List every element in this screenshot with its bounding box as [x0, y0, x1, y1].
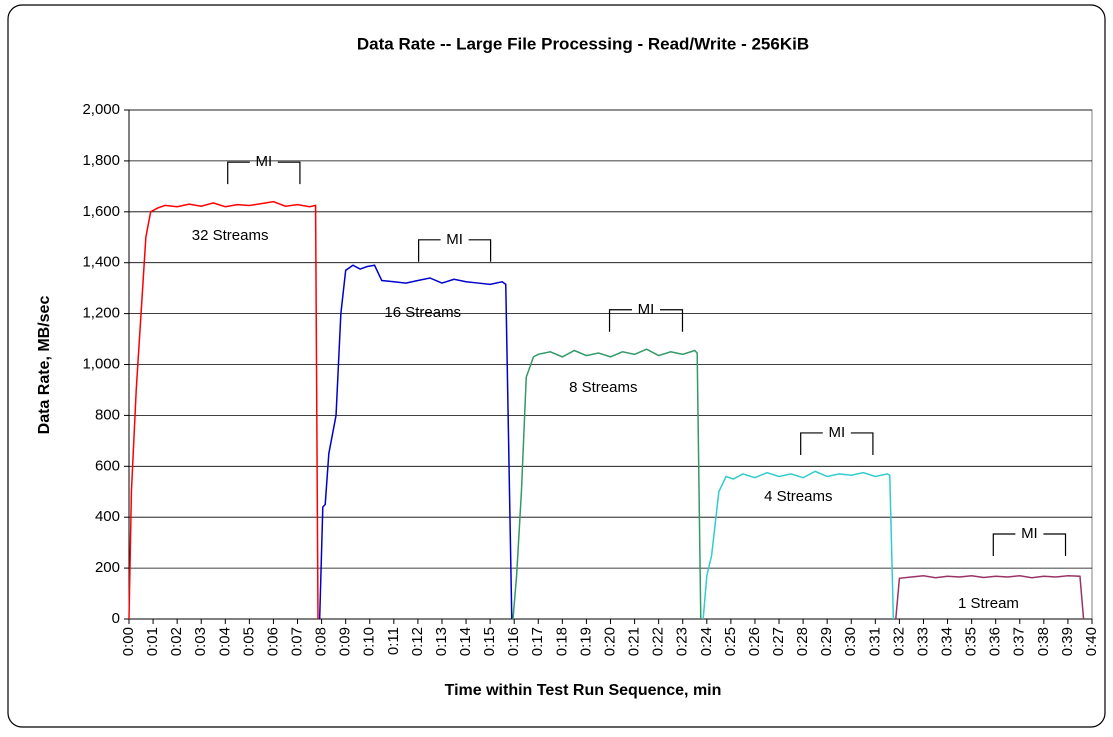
x-tick-label: 0:06	[264, 627, 281, 656]
series-label: 4 Streams	[764, 488, 832, 505]
x-tick-label: 0:12	[409, 627, 426, 656]
x-tick-label: 0:14	[457, 627, 474, 656]
mi-label: MI	[255, 153, 272, 170]
x-tick-label: 0:09	[337, 627, 354, 656]
series-label: 16 Streams	[384, 304, 461, 321]
x-tick-label: 0:29	[818, 627, 835, 656]
x-tick-label: 0:24	[698, 627, 715, 656]
data-line	[702, 470, 895, 620]
x-tick-label: 0:30	[842, 627, 859, 656]
y-tick-label: 400	[95, 508, 120, 525]
x-tick-label: 0:16	[505, 627, 522, 656]
x-tick-label: 0:20	[601, 627, 618, 656]
x-tick-label: 0:04	[216, 627, 233, 656]
mi-bracket	[418, 239, 492, 262]
x-axis-title: Time within Test Run Sequence, min	[445, 682, 722, 699]
x-tick-label: 0:35	[963, 627, 980, 656]
data-line	[895, 574, 1085, 620]
x-tick-label: 0:28	[794, 627, 811, 656]
x-tick-label: 0:13	[433, 627, 450, 656]
x-tick-label: 0:00	[120, 627, 137, 656]
x-tick-label: 0:10	[361, 627, 378, 656]
x-tick-label: 0:08	[313, 627, 330, 656]
x-tick-label: 0:11	[385, 627, 402, 655]
data-line	[128, 200, 319, 620]
x-tick-label: 0:34	[939, 627, 956, 656]
y-tick-label: 800	[95, 406, 120, 423]
x-tick-label: 0:40	[1083, 627, 1100, 656]
mi-bracket	[227, 161, 301, 185]
chart-title: Data Rate -- Large File Processing - Rea…	[357, 34, 809, 53]
data-line	[318, 264, 513, 620]
x-tick-label: 0:37	[1011, 627, 1028, 656]
x-tick-label: 0:19	[577, 627, 594, 656]
x-tick-label: 0:33	[914, 627, 931, 656]
x-tick-label: 0:05	[240, 627, 257, 656]
mi-bracket	[800, 432, 874, 455]
x-tick-label: 0:21	[626, 627, 643, 656]
x-tick-label: 0:17	[529, 627, 546, 656]
x-tick-label: 0:26	[746, 627, 763, 656]
x-tick-label: 0:07	[288, 627, 305, 656]
x-tick-label: 0:27	[770, 627, 787, 656]
x-tick-label: 0:31	[866, 627, 883, 656]
x-tick-label: 0:38	[1035, 627, 1052, 656]
y-tick-label: 0	[112, 610, 120, 627]
y-tick-label: 1,400	[82, 254, 120, 271]
x-tick-label: 0:36	[987, 627, 1004, 656]
mi-label: MI	[446, 231, 463, 248]
series-label: 1 Stream	[958, 595, 1019, 612]
y-tick-label: 1,600	[82, 203, 120, 220]
data-line	[512, 348, 702, 620]
y-tick-label: 2,000	[82, 101, 120, 118]
x-tick-label: 0:03	[192, 627, 209, 656]
y-tick-label: 200	[95, 559, 120, 576]
series-label: 8 Streams	[569, 379, 637, 396]
mi-label: MI	[828, 424, 845, 441]
y-tick-label: 1,800	[82, 152, 120, 169]
y-tick-label: 1,200	[82, 305, 120, 322]
x-tick-label: 0:22	[650, 627, 667, 656]
x-tick-label: 0:01	[144, 627, 161, 656]
x-tick-label: 0:32	[890, 627, 907, 656]
y-tick-label: 600	[95, 457, 120, 474]
mi-label: MI	[638, 301, 655, 318]
mi-label: MI	[1021, 525, 1038, 542]
x-tick-label: 0:15	[481, 627, 498, 656]
x-tick-label: 0:39	[1059, 627, 1076, 656]
series-label: 32 Streams	[192, 227, 269, 244]
x-tick-label: 0:18	[553, 627, 570, 656]
y-tick-label: 1,000	[82, 355, 120, 372]
x-tick-label: 0:23	[674, 627, 691, 656]
x-tick-label: 0:25	[722, 627, 739, 656]
mi-bracket	[992, 533, 1067, 556]
y-axis-title: Data Rate, MB/sec	[36, 296, 53, 435]
mi-bracket	[608, 309, 684, 332]
x-tick-label: 0:02	[168, 627, 185, 656]
